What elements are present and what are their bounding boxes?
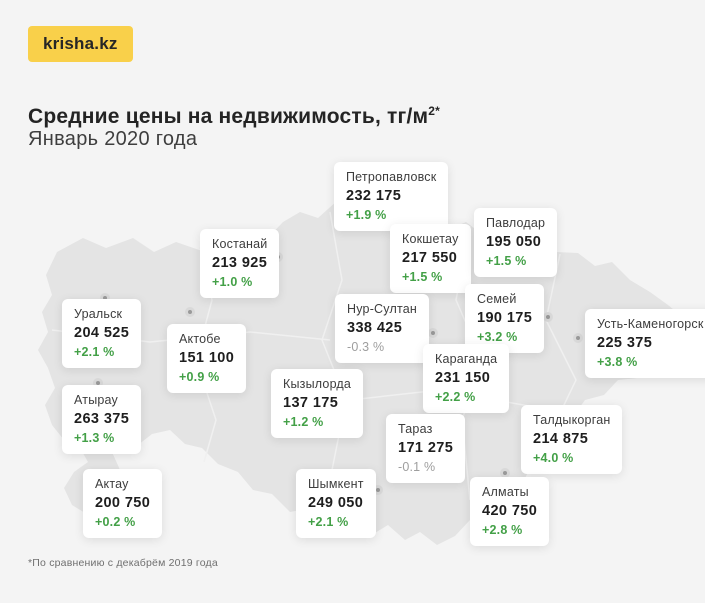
city-card: Алматы 420 750 +2.8 % [470, 477, 550, 546]
city-price: 195 050 [486, 234, 542, 250]
city-change: +0.9 % [179, 370, 220, 384]
city-price: 204 525 [74, 325, 130, 341]
city-name: Кокшетау [402, 232, 459, 246]
city-price: 217 550 [402, 250, 458, 266]
city-card: Уральск 204 525 +2.1 % [62, 299, 142, 368]
city-marker [428, 328, 438, 338]
city-card: Шымкент 249 050 +2.1 % [296, 469, 376, 538]
city-marker [543, 312, 553, 322]
city-price: 190 175 [477, 310, 533, 326]
city-name: Караганда [435, 352, 498, 366]
city-name: Алматы [482, 485, 529, 499]
city-name: Актобе [179, 332, 221, 346]
city-card: Петропавловск 232 175 +1.9 % [334, 162, 449, 231]
city-card: Актобе 151 100 +0.9 % [167, 324, 247, 393]
city-change: +1.5 % [402, 270, 443, 284]
city-card: Павлодар 195 050 +1.5 % [474, 208, 558, 277]
title-superscript: 2* [428, 104, 440, 119]
city-name: Талдыкорган [533, 413, 611, 427]
city-price: 151 100 [179, 350, 235, 366]
city-card: Атырау 263 375 +1.3 % [62, 385, 142, 454]
city-name: Атырау [74, 393, 118, 407]
city-price: 338 425 [347, 320, 403, 336]
city-change: -0.1 % [398, 460, 436, 474]
city-card: Нур-Султан 338 425 -0.3 % [335, 294, 429, 363]
city-card: Усть-Каменогорск 225 375 +3.8 % [585, 309, 705, 378]
city-change: -0.3 % [347, 340, 385, 354]
footnote: *По сравнению с декабрём 2019 года [28, 557, 218, 569]
city-price: 231 150 [435, 370, 491, 386]
city-card: Семей 190 175 +3.2 % [465, 284, 545, 353]
city-marker [500, 468, 510, 478]
city-name: Кызылорда [283, 377, 352, 391]
city-change: +3.8 % [597, 355, 638, 369]
city-marker [185, 307, 195, 317]
city-price: 263 375 [74, 411, 130, 427]
city-card: Актау 200 750 +0.2 % [83, 469, 163, 538]
city-change: +1.3 % [74, 431, 115, 445]
city-name: Павлодар [486, 216, 546, 230]
city-price: 225 375 [597, 335, 653, 351]
city-price: 213 925 [212, 255, 268, 271]
city-change: +1.0 % [212, 275, 253, 289]
city-change: +1.9 % [346, 208, 387, 222]
city-card: Караганда 231 150 +2.2 % [423, 344, 510, 413]
city-name: Актау [95, 477, 129, 491]
city-marker [573, 333, 583, 343]
city-change: +1.5 % [486, 254, 527, 268]
city-card: Кызылорда 137 175 +1.2 % [271, 369, 364, 438]
page-subtitle: Январь 2020 года [28, 128, 198, 150]
city-change: +3.2 % [477, 330, 518, 344]
city-change: +2.8 % [482, 523, 523, 537]
city-name: Шымкент [308, 477, 364, 491]
page-title: Средние цены на недвижимость, тг/м2* [28, 104, 440, 129]
city-change: +2.2 % [435, 390, 476, 404]
city-card: Костанай 213 925 +1.0 % [200, 229, 280, 298]
city-name: Костанай [212, 237, 268, 251]
city-change: +2.1 % [74, 345, 115, 359]
city-price: 200 750 [95, 495, 151, 511]
city-name: Уральск [74, 307, 123, 321]
city-price: 137 175 [283, 395, 339, 411]
city-change: +2.1 % [308, 515, 349, 529]
city-change: +0.2 % [95, 515, 136, 529]
city-change: +4.0 % [533, 451, 574, 465]
city-price: 249 050 [308, 495, 364, 511]
city-name: Усть-Каменогорск [597, 317, 704, 331]
city-price: 171 275 [398, 440, 454, 456]
city-name: Петропавловск [346, 170, 437, 184]
city-price: 420 750 [482, 503, 538, 519]
city-card: Талдыкорган 214 875 +4.0 % [521, 405, 623, 474]
city-card: Тараз 171 275 -0.1 % [386, 414, 466, 483]
city-price: 214 875 [533, 431, 589, 447]
city-change: +1.2 % [283, 415, 324, 429]
city-name: Тараз [398, 422, 433, 436]
krisha-logo[interactable]: krisha.kz [28, 26, 133, 62]
city-name: Семей [477, 292, 517, 306]
city-card: Кокшетау 217 550 +1.5 % [390, 224, 471, 293]
city-name: Нур-Султан [347, 302, 417, 316]
city-price: 232 175 [346, 188, 402, 204]
